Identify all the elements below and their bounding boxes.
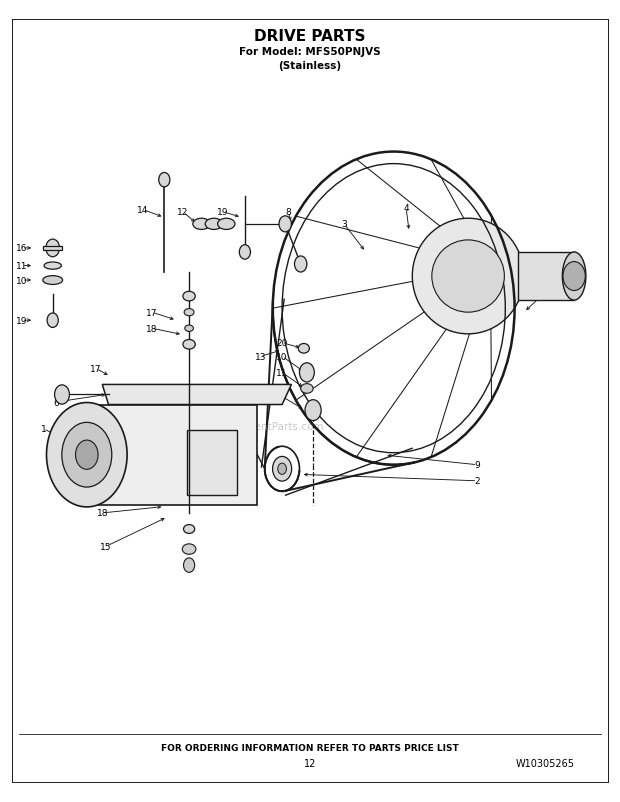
Text: 20: 20 bbox=[277, 338, 288, 348]
Text: 10: 10 bbox=[16, 276, 27, 286]
Ellipse shape bbox=[44, 262, 61, 269]
Text: 6: 6 bbox=[53, 398, 59, 407]
Text: 15: 15 bbox=[100, 542, 111, 552]
Text: 16: 16 bbox=[277, 392, 288, 402]
Circle shape bbox=[76, 440, 98, 470]
Ellipse shape bbox=[182, 544, 196, 555]
Circle shape bbox=[278, 464, 286, 475]
Ellipse shape bbox=[183, 340, 195, 350]
Text: 12: 12 bbox=[177, 208, 188, 217]
Text: 11: 11 bbox=[277, 368, 288, 378]
Circle shape bbox=[47, 314, 58, 328]
Text: 17: 17 bbox=[91, 364, 102, 374]
Polygon shape bbox=[102, 385, 291, 405]
Circle shape bbox=[46, 403, 127, 508]
Ellipse shape bbox=[432, 241, 505, 313]
Circle shape bbox=[294, 257, 307, 273]
Circle shape bbox=[299, 363, 314, 383]
Text: 14: 14 bbox=[137, 205, 148, 215]
Text: 18: 18 bbox=[146, 324, 157, 334]
Bar bbox=[187, 430, 237, 495]
Ellipse shape bbox=[193, 219, 210, 230]
Text: 13: 13 bbox=[255, 352, 266, 362]
Ellipse shape bbox=[185, 326, 193, 332]
Bar bbox=[90, 405, 257, 505]
Text: 16: 16 bbox=[16, 244, 27, 253]
Circle shape bbox=[273, 457, 291, 481]
Text: FOR ORDERING INFORMATION REFER TO PARTS PRICE LIST: FOR ORDERING INFORMATION REFER TO PARTS … bbox=[161, 743, 459, 752]
Text: 5: 5 bbox=[542, 288, 549, 298]
Text: 17: 17 bbox=[97, 492, 108, 502]
Circle shape bbox=[563, 262, 585, 291]
Text: DRIVE PARTS: DRIVE PARTS bbox=[254, 29, 366, 43]
Bar bbox=[43, 246, 62, 251]
Text: For Model: MFS50PNJVS: For Model: MFS50PNJVS bbox=[239, 47, 381, 57]
Text: 8: 8 bbox=[285, 208, 291, 217]
Text: 12: 12 bbox=[304, 759, 316, 768]
Text: 4: 4 bbox=[403, 204, 409, 213]
Circle shape bbox=[62, 423, 112, 488]
Ellipse shape bbox=[205, 219, 223, 230]
Circle shape bbox=[159, 173, 170, 188]
Text: 1: 1 bbox=[40, 424, 46, 434]
Circle shape bbox=[55, 385, 69, 405]
Text: 19: 19 bbox=[218, 208, 229, 217]
Ellipse shape bbox=[412, 219, 524, 334]
Text: 10: 10 bbox=[277, 352, 288, 362]
Circle shape bbox=[46, 240, 60, 257]
Text: 2: 2 bbox=[474, 476, 480, 486]
Circle shape bbox=[279, 217, 291, 233]
Text: 18: 18 bbox=[97, 508, 108, 518]
Ellipse shape bbox=[301, 384, 313, 394]
Bar bbox=[518, 253, 574, 301]
Text: 19: 19 bbox=[16, 316, 27, 326]
Circle shape bbox=[239, 245, 250, 260]
Text: 17: 17 bbox=[146, 308, 157, 318]
Text: eReplacementParts.com: eReplacementParts.com bbox=[197, 422, 324, 431]
Text: 9: 9 bbox=[474, 460, 480, 470]
Ellipse shape bbox=[218, 219, 235, 230]
Circle shape bbox=[305, 400, 321, 421]
Ellipse shape bbox=[298, 344, 309, 354]
Ellipse shape bbox=[184, 309, 194, 316]
Circle shape bbox=[184, 558, 195, 573]
Ellipse shape bbox=[184, 525, 195, 534]
Ellipse shape bbox=[43, 276, 63, 286]
Text: W10305265: W10305265 bbox=[516, 759, 575, 768]
Text: (Stainless): (Stainless) bbox=[278, 61, 342, 71]
Text: 11: 11 bbox=[16, 261, 27, 271]
Text: 3: 3 bbox=[341, 220, 347, 229]
Ellipse shape bbox=[562, 253, 586, 301]
Ellipse shape bbox=[183, 292, 195, 302]
